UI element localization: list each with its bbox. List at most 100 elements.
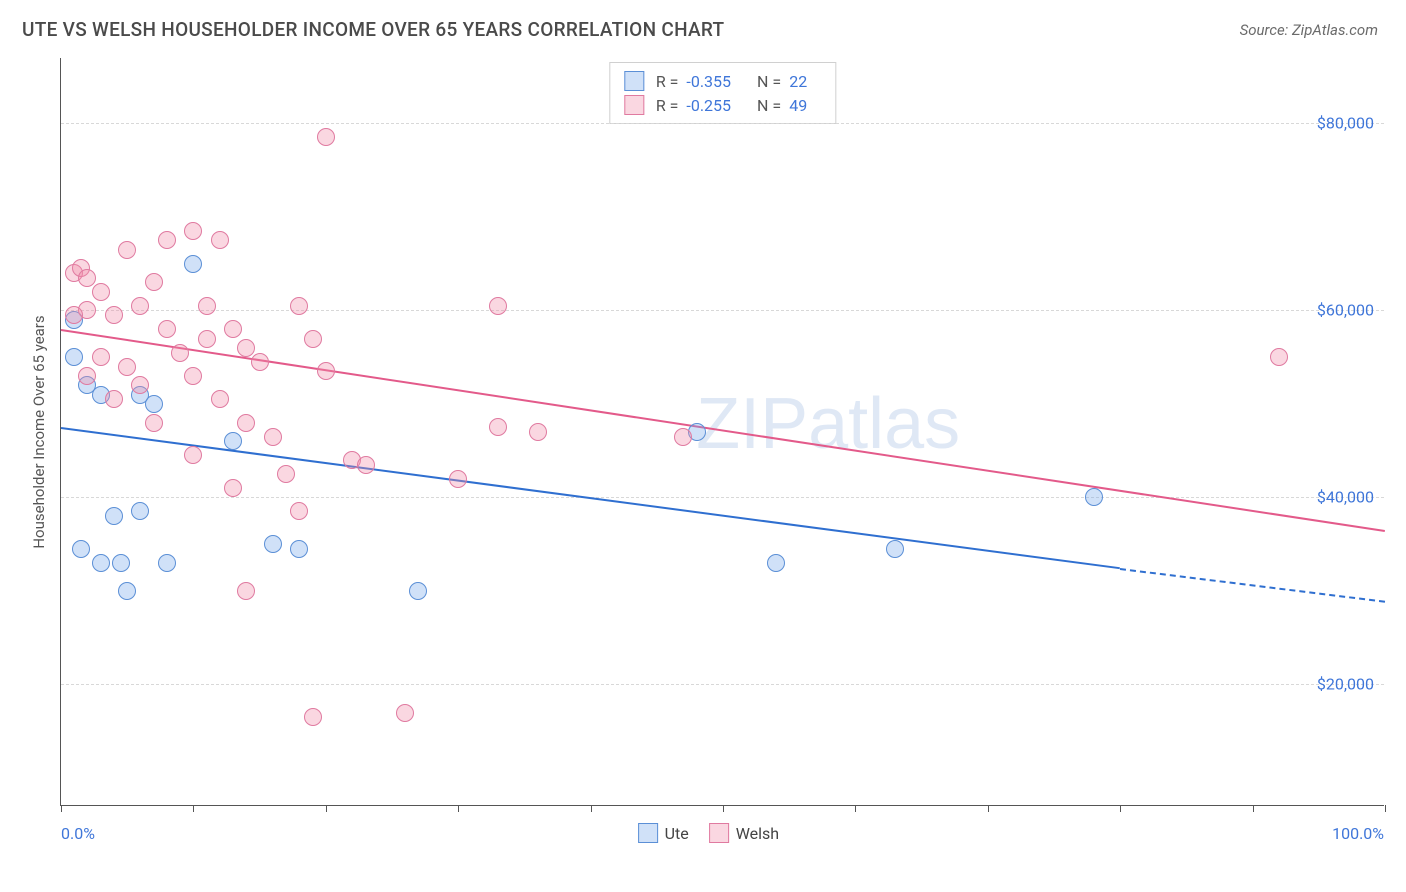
y-tick-label: $20,000 bbox=[1317, 675, 1374, 694]
legend-series: Ute Welsh bbox=[638, 823, 780, 843]
scatter-point bbox=[118, 241, 136, 259]
x-axis-max-label: 100.0% bbox=[1332, 824, 1384, 843]
n-label: N = bbox=[757, 96, 781, 115]
grid-line bbox=[61, 310, 1384, 311]
n-value-ute: 22 bbox=[789, 72, 807, 91]
x-tick bbox=[855, 805, 856, 812]
trend-line bbox=[1120, 568, 1385, 603]
scatter-point bbox=[224, 479, 242, 497]
y-tick-label: $40,000 bbox=[1317, 488, 1374, 507]
scatter-point bbox=[105, 390, 123, 408]
chart-container: ZIPatlas Householder Income Over 65 year… bbox=[22, 58, 1384, 858]
legend-stats-row-ute: R = -0.355 N = 22 bbox=[624, 69, 821, 93]
x-tick bbox=[723, 805, 724, 812]
grid-line bbox=[61, 497, 1384, 498]
scatter-point bbox=[105, 306, 123, 324]
scatter-point bbox=[131, 376, 149, 394]
scatter-point bbox=[396, 704, 414, 722]
scatter-point bbox=[198, 330, 216, 348]
scatter-point bbox=[449, 470, 467, 488]
scatter-point bbox=[317, 128, 335, 146]
x-tick bbox=[458, 805, 459, 812]
scatter-point bbox=[211, 231, 229, 249]
scatter-point bbox=[237, 582, 255, 600]
scatter-point bbox=[264, 428, 282, 446]
scatter-point bbox=[290, 502, 308, 520]
scatter-point bbox=[489, 418, 507, 436]
scatter-point bbox=[237, 414, 255, 432]
y-tick-label: $80,000 bbox=[1317, 114, 1374, 133]
r-value-ute: -0.355 bbox=[686, 72, 731, 91]
n-value-welsh: 49 bbox=[789, 96, 807, 115]
x-tick bbox=[591, 805, 592, 812]
scatter-point bbox=[105, 507, 123, 525]
series-name-welsh: Welsh bbox=[736, 824, 779, 843]
x-axis-min-label: 0.0% bbox=[61, 824, 95, 843]
scatter-point bbox=[264, 535, 282, 553]
scatter-point bbox=[304, 708, 322, 726]
grid-line bbox=[61, 684, 1384, 685]
swatch-welsh bbox=[624, 95, 644, 115]
legend-item-ute: Ute bbox=[638, 823, 689, 843]
scatter-point bbox=[224, 320, 242, 338]
grid-line bbox=[61, 123, 1384, 124]
scatter-point bbox=[184, 222, 202, 240]
scatter-point bbox=[92, 283, 110, 301]
scatter-point bbox=[131, 502, 149, 520]
scatter-point bbox=[158, 320, 176, 338]
scatter-point bbox=[131, 297, 149, 315]
scatter-point bbox=[118, 582, 136, 600]
r-label: R = bbox=[656, 96, 679, 115]
swatch-ute bbox=[624, 71, 644, 91]
scatter-point bbox=[158, 231, 176, 249]
x-tick bbox=[1253, 805, 1254, 812]
scatter-point bbox=[112, 554, 130, 572]
x-tick bbox=[326, 805, 327, 812]
watermark: ZIPatlas bbox=[696, 382, 960, 464]
r-value-welsh: -0.255 bbox=[686, 96, 731, 115]
scatter-point bbox=[198, 297, 216, 315]
scatter-point bbox=[92, 554, 110, 572]
scatter-point bbox=[65, 306, 83, 324]
scatter-point bbox=[72, 540, 90, 558]
scatter-point bbox=[529, 423, 547, 441]
x-tick bbox=[61, 805, 62, 812]
legend-item-welsh: Welsh bbox=[709, 823, 779, 843]
series-name-ute: Ute bbox=[665, 824, 689, 843]
scatter-point bbox=[251, 353, 269, 371]
scatter-point bbox=[489, 297, 507, 315]
scatter-point bbox=[290, 297, 308, 315]
scatter-point bbox=[224, 432, 242, 450]
scatter-point bbox=[304, 330, 322, 348]
n-label: N = bbox=[757, 72, 781, 91]
y-axis-title: Householder Income Over 65 years bbox=[30, 315, 48, 548]
plot-area: ZIPatlas Householder Income Over 65 year… bbox=[60, 58, 1384, 806]
scatter-point bbox=[118, 358, 136, 376]
legend-stats-row-welsh: R = -0.255 N = 49 bbox=[624, 93, 821, 117]
scatter-point bbox=[277, 465, 295, 483]
scatter-point bbox=[184, 367, 202, 385]
scatter-point bbox=[317, 362, 335, 380]
scatter-point bbox=[65, 348, 83, 366]
swatch-welsh bbox=[709, 823, 729, 843]
x-tick bbox=[1120, 805, 1121, 812]
scatter-point bbox=[290, 540, 308, 558]
scatter-point bbox=[1270, 348, 1288, 366]
scatter-point bbox=[92, 348, 110, 366]
scatter-point bbox=[145, 414, 163, 432]
scatter-point bbox=[357, 456, 375, 474]
scatter-point bbox=[674, 428, 692, 446]
scatter-point bbox=[145, 395, 163, 413]
swatch-ute bbox=[638, 823, 658, 843]
legend-stats: R = -0.355 N = 22 R = -0.255 N = 49 bbox=[609, 62, 836, 124]
scatter-point bbox=[1085, 488, 1103, 506]
scatter-point bbox=[184, 446, 202, 464]
scatter-point bbox=[171, 344, 189, 362]
scatter-point bbox=[409, 582, 427, 600]
scatter-point bbox=[211, 390, 229, 408]
scatter-point bbox=[886, 540, 904, 558]
source-label: Source: ZipAtlas.com bbox=[1240, 21, 1378, 39]
scatter-point bbox=[145, 273, 163, 291]
scatter-point bbox=[78, 367, 96, 385]
x-tick bbox=[988, 805, 989, 812]
